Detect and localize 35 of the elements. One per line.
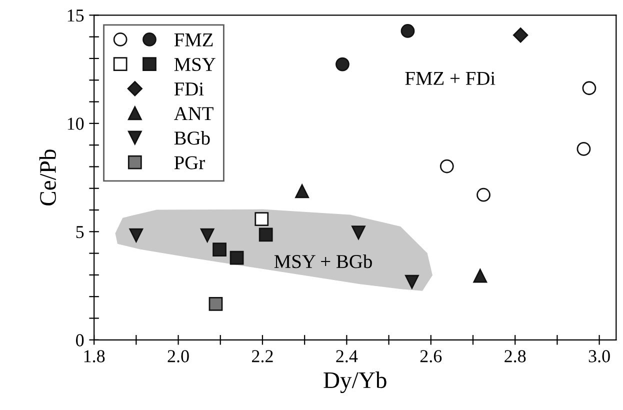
point — [200, 228, 214, 242]
legend-label: PGr — [174, 156, 205, 170]
x-tick-label: 2.0 — [168, 350, 189, 362]
point — [208, 297, 223, 311]
y-tick-label: 0 — [76, 334, 84, 346]
legend-label: FDi — [174, 82, 204, 96]
point — [352, 226, 366, 240]
x-tick-label: 2.8 — [504, 350, 526, 362]
x-axis-title: Dy/Yb — [324, 372, 386, 394]
point — [230, 250, 244, 265]
y-axis-title: Ce/Pb — [39, 150, 56, 206]
x-tick-label: 1.8 — [84, 350, 105, 362]
point — [513, 28, 528, 43]
legend-label: ANT — [174, 107, 214, 120]
x-tick-label: 2.6 — [420, 350, 442, 362]
legend-label: BGb — [174, 131, 210, 145]
y-tick-label: 5 — [76, 226, 84, 238]
annotation: FMZ + FDi — [405, 72, 496, 85]
x-tick-label: 2.4 — [336, 350, 358, 362]
point — [405, 274, 419, 289]
y-tick-label: 15 — [68, 10, 84, 22]
point — [336, 57, 350, 72]
point — [400, 24, 415, 38]
point — [212, 242, 226, 257]
point — [254, 212, 269, 226]
point — [129, 228, 144, 242]
x-tick-label: 3.0 — [588, 350, 610, 362]
point — [295, 184, 310, 198]
point — [473, 268, 488, 283]
y-tick-label: 10 — [68, 118, 84, 130]
legend-label: MSY — [174, 58, 216, 72]
legend-label: FMZ — [174, 34, 213, 46]
annotation: MSY + BGb — [274, 254, 372, 268]
point — [258, 228, 273, 242]
x-tick-label: 2.2 — [252, 350, 273, 362]
